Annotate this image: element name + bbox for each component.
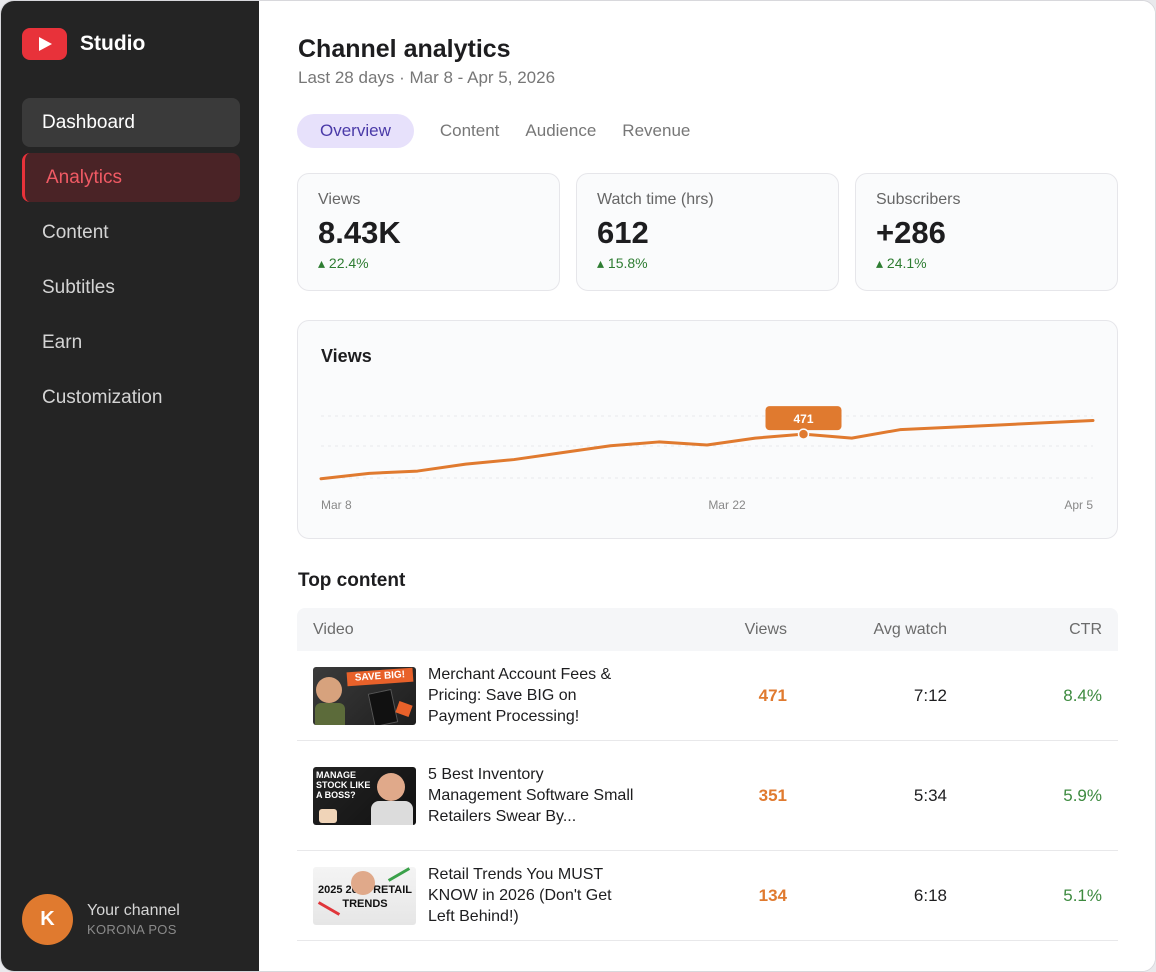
sidebar-item-label: Dashboard <box>42 111 135 133</box>
presenter-face-icon <box>377 772 405 801</box>
col-views-header[interactable]: Views <box>744 620 787 638</box>
sidebar-item-label: Subtitles <box>42 276 115 298</box>
metric-value: 8.43K <box>318 215 401 250</box>
table-row[interactable]: MANAGE STOCK LIKE A BOSS? 5 Best Invento… <box>297 741 1118 851</box>
sidebar-item-label: Earn <box>42 331 83 353</box>
col-avg-watch-header[interactable]: Avg watch <box>873 620 947 638</box>
brand[interactable]: Studio <box>22 28 145 60</box>
avatar: K <box>22 894 73 945</box>
views-line-chart[interactable]: 471 Mar 8 Mar 22 Apr 5 <box>298 321 1119 540</box>
video-cell: MANAGE STOCK LIKE A BOSS? 5 Best Invento… <box>297 764 717 827</box>
thumbnail-caption: MANAGE STOCK LIKE A BOSS? <box>316 769 371 800</box>
x-tick-label: Mar 22 <box>708 498 746 512</box>
tab-revenue[interactable]: Revenue <box>622 121 691 140</box>
ctr-value: 8.4% <box>1063 685 1102 705</box>
video-thumbnail[interactable]: MANAGE STOCK LIKE A BOSS? <box>313 766 416 825</box>
price-tag-icon <box>395 700 413 717</box>
trend-up-icon <box>387 866 411 882</box>
views-value: 134 <box>758 885 787 905</box>
sidebar-item-earn[interactable]: Earn <box>22 318 240 367</box>
avg-watch-value: 6:18 <box>913 885 947 905</box>
arrow-up-icon: ▴ <box>318 255 329 271</box>
channel-switcher[interactable]: K Your channel KORONA POS <box>22 894 180 945</box>
metric-card-watch-time[interactable]: Watch time (hrs) 612 ▴ 15.8% <box>576 173 839 291</box>
top-content-table: Video Views Avg watch CTR SAVE BIG! Merc… <box>297 608 1118 941</box>
arrow-up-icon: ▴ <box>876 255 887 271</box>
sidebar-item-customization[interactable]: Customization <box>22 373 240 422</box>
highlight-point <box>797 428 810 440</box>
card-terminal-icon <box>367 688 399 725</box>
tab-overview[interactable]: Overview <box>297 114 414 148</box>
video-title[interactable]: Retail Trends You MUST KNOW in 2026 (Don… <box>428 866 612 925</box>
video-thumbnail[interactable]: SAVE BIG! <box>313 666 416 725</box>
metric-cards: Views 8.43K ▴ 22.4% Watch time (hrs) 612… <box>297 173 1118 291</box>
sidebar: Studio Dashboard Analytics Content Subti… <box>1 1 259 971</box>
highlight-tooltip-label: 471 <box>793 412 813 426</box>
page-title: Channel analytics <box>298 35 511 63</box>
avg-watch-value: 7:12 <box>913 685 947 705</box>
sidebar-item-content[interactable]: Content <box>22 208 240 257</box>
metric-delta-value: 24.1% <box>886 255 927 271</box>
tab-content[interactable]: Content <box>439 121 500 140</box>
metric-card-views[interactable]: Views 8.43K ▴ 22.4% <box>297 173 560 291</box>
sidebar-item-subtitles[interactable]: Subtitles <box>22 263 240 312</box>
metric-label: Views <box>318 191 361 208</box>
table-row[interactable]: 2025 2026 RETAIL TRENDS Retail Trends Yo… <box>297 851 1118 941</box>
thumbnail-caption: SAVE BIG! <box>346 667 414 686</box>
ctr-value: 5.9% <box>1063 785 1102 805</box>
sidebar-nav: Dashboard Analytics Content Subtitles Ea… <box>22 98 240 428</box>
metric-delta-value: 15.8% <box>607 255 648 271</box>
sidebar-item-label: Content <box>42 221 109 243</box>
metric-label: Subscribers <box>876 191 961 208</box>
video-cell: SAVE BIG! Merchant Account Fees & Pricin… <box>297 664 717 727</box>
presenter-body-icon <box>371 800 413 825</box>
x-tick-label: Apr 5 <box>1064 498 1093 512</box>
arrow-up-icon: ▴ <box>597 255 608 271</box>
sidebar-item-label: Analytics <box>46 166 123 188</box>
video-title[interactable]: 5 Best Inventory Management Software Sma… <box>428 766 634 825</box>
avg-watch-value: 5:34 <box>913 785 947 805</box>
brand-name: Studio <box>80 32 146 55</box>
channel-name: KORONA POS <box>87 922 177 937</box>
col-ctr-header[interactable]: CTR <box>1069 620 1102 638</box>
metric-value: +286 <box>876 215 946 250</box>
metric-delta: ▴ 24.1% <box>876 255 1097 272</box>
views-value: 351 <box>758 785 787 805</box>
chart-title: Views <box>321 346 372 366</box>
channel-info: Your channel KORONA POS <box>87 902 180 937</box>
metric-delta: ▴ 15.8% <box>597 255 818 272</box>
presenter-body-icon <box>315 702 345 725</box>
channel-label: Your channel <box>87 902 180 919</box>
highlight-tooltip-box <box>765 406 842 431</box>
views-chart-card: Views 471 Mar 8 Mar 22 Apr 5 <box>297 320 1118 539</box>
metric-value: 612 <box>597 215 649 250</box>
ctr-value: 5.1% <box>1063 885 1102 905</box>
table-header: Video Views Avg watch CTR <box>297 608 1118 651</box>
date-range-subtitle: Last 28 days · Mar 8 - Apr 5, 2026 <box>298 68 556 87</box>
metric-label: Watch time (hrs) <box>597 191 714 208</box>
play-logo-icon <box>22 28 67 60</box>
sidebar-item-analytics[interactable]: Analytics <box>22 153 240 202</box>
sidebar-item-dashboard[interactable]: Dashboard <box>22 98 240 147</box>
video-cell: 2025 2026 RETAIL TRENDS Retail Trends Yo… <box>297 864 717 927</box>
metric-card-subscribers[interactable]: Subscribers +286 ▴ 24.1% <box>855 173 1118 291</box>
main-content: Channel analytics Last 28 days · Mar 8 -… <box>259 1 1155 971</box>
views-value: 471 <box>758 685 787 705</box>
video-thumbnail[interactable]: 2025 2026 RETAIL TRENDS <box>313 866 416 925</box>
presenter-face-icon <box>351 870 375 895</box>
top-content-title: Top content <box>298 570 406 591</box>
tab-bar: Overview Content Audience Revenue <box>297 114 703 148</box>
box-icon <box>319 808 337 823</box>
table-row[interactable]: SAVE BIG! Merchant Account Fees & Pricin… <box>297 651 1118 741</box>
tab-audience[interactable]: Audience <box>525 121 597 140</box>
sidebar-item-label: Customization <box>42 386 163 408</box>
presenter-face-icon <box>316 676 342 703</box>
x-tick-label: Mar 8 <box>321 498 352 512</box>
col-video-header[interactable]: Video <box>313 620 354 638</box>
metric-delta-value: 22.4% <box>328 255 369 271</box>
metric-delta: ▴ 22.4% <box>318 255 539 272</box>
views-series-line <box>319 418 1095 481</box>
video-title[interactable]: Merchant Account Fees & Pricing: Save BI… <box>428 666 612 725</box>
